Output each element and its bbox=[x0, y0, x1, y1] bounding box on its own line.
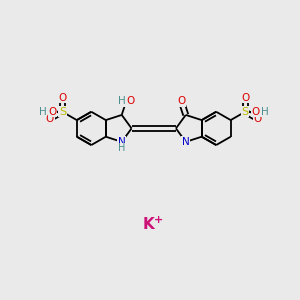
Text: O: O bbox=[48, 107, 57, 117]
Text: +: + bbox=[154, 215, 164, 225]
Text: O: O bbox=[46, 114, 54, 124]
Text: O: O bbox=[251, 107, 259, 117]
Text: K: K bbox=[143, 217, 154, 232]
Text: O: O bbox=[254, 114, 262, 124]
Text: N: N bbox=[118, 137, 126, 147]
Text: O: O bbox=[177, 97, 185, 106]
Text: H: H bbox=[39, 107, 47, 117]
Text: H: H bbox=[118, 143, 125, 153]
Text: O: O bbox=[241, 93, 249, 103]
Text: S: S bbox=[242, 107, 249, 117]
Text: O: O bbox=[58, 93, 66, 103]
Text: H: H bbox=[261, 107, 268, 117]
Text: N: N bbox=[182, 137, 190, 147]
Text: H: H bbox=[118, 97, 126, 106]
Text: O: O bbox=[127, 97, 135, 106]
Text: S: S bbox=[59, 107, 66, 117]
